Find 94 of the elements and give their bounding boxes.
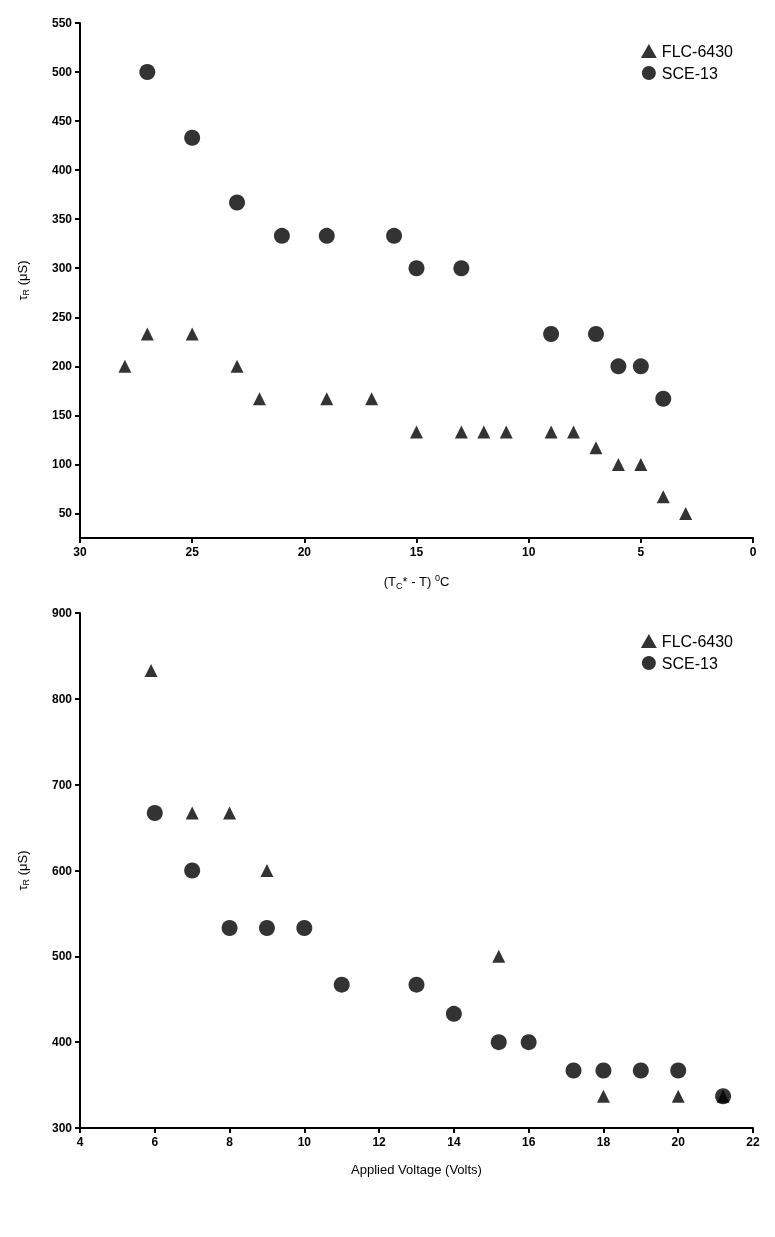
x-tick-label: 10	[297, 1135, 312, 1149]
x-tick-label: 25	[185, 545, 200, 559]
point	[184, 862, 201, 879]
y-tick-label: 300	[51, 261, 73, 276]
point	[144, 664, 158, 678]
point	[632, 1062, 649, 1079]
point	[453, 260, 470, 277]
point	[445, 1005, 462, 1022]
point	[185, 806, 199, 820]
point	[679, 506, 693, 520]
point	[589, 441, 603, 455]
point	[221, 920, 238, 936]
y-tick-label: 450	[51, 114, 73, 129]
y-tick-label: 400	[51, 1035, 73, 1050]
point	[520, 1034, 537, 1051]
y-tick-label: 900	[51, 606, 73, 620]
point	[595, 1062, 612, 1079]
y-axis-title: τR (μS)	[15, 260, 31, 301]
point	[386, 227, 403, 244]
x-tick-label: 15	[409, 545, 424, 559]
point	[146, 805, 163, 821]
point	[273, 227, 290, 244]
point	[544, 425, 558, 439]
point	[139, 64, 156, 81]
x-tick-label: 12	[372, 1135, 387, 1149]
x-tick-label: 20	[297, 545, 312, 559]
point	[258, 920, 275, 936]
point	[408, 260, 425, 277]
point	[632, 358, 649, 375]
x-tick-label: 4	[76, 1135, 84, 1149]
point	[656, 490, 670, 504]
x-tick-label: 16	[521, 1135, 536, 1149]
point	[408, 976, 425, 993]
point	[565, 1062, 582, 1079]
y-tick-label: 600	[51, 863, 73, 878]
point	[567, 425, 581, 439]
y-tick-label: 500	[51, 949, 73, 964]
y-tick-label: 100	[51, 457, 73, 472]
point	[260, 864, 274, 877]
x-tick-label: 0	[749, 545, 757, 559]
point	[671, 1089, 685, 1103]
y-tick-label: 300	[51, 1121, 73, 1135]
x-axis-title: Applied Voltage (Volts)	[351, 1162, 482, 1177]
point	[365, 392, 379, 406]
point	[670, 1062, 687, 1079]
point	[229, 194, 246, 211]
point	[655, 390, 672, 407]
y-tick-label: 500	[51, 65, 73, 80]
y-axis-title: τR (μS)	[15, 850, 31, 891]
point	[230, 359, 244, 373]
x-tick-label: 22	[746, 1135, 760, 1149]
point	[477, 425, 491, 439]
x-tick-label: 18	[596, 1135, 611, 1149]
x-tick-label: 14	[447, 1135, 461, 1149]
point	[587, 325, 604, 342]
y-tick-label: 50	[58, 506, 73, 521]
x-tick-label: 20	[671, 1135, 686, 1149]
point	[410, 425, 423, 439]
legend-label: SCE-13	[661, 64, 718, 82]
point	[596, 1089, 610, 1103]
y-tick-label: 400	[51, 163, 73, 178]
y-tick-label: 200	[51, 359, 73, 374]
y-tick-label: 550	[51, 16, 73, 30]
point	[490, 1034, 507, 1051]
y-tick-label: 350	[51, 212, 73, 227]
y-tick-label: 800	[51, 691, 73, 706]
legend-label: FLC-6430	[661, 42, 734, 60]
point	[499, 425, 513, 439]
point	[492, 949, 506, 963]
legend-label: FLC-6430	[661, 632, 734, 650]
x-tick-label: 30	[73, 545, 87, 559]
point	[454, 425, 468, 439]
point	[140, 327, 154, 341]
point	[296, 920, 313, 936]
y-tick-label: 700	[51, 777, 73, 792]
y-tick-label: 150	[51, 408, 73, 423]
legend-label: SCE-13	[661, 654, 718, 672]
y-tick-label: 250	[51, 310, 73, 325]
x-tick-label: 8	[226, 1135, 234, 1149]
point	[318, 227, 335, 244]
point	[611, 457, 625, 471]
point	[184, 129, 201, 146]
x-tick-label: 10	[521, 545, 536, 559]
x-tick-label: 6	[151, 1135, 159, 1149]
point	[634, 457, 648, 471]
point	[118, 359, 132, 373]
x-tick-label: 5	[637, 545, 645, 559]
point	[543, 325, 560, 342]
point	[252, 392, 266, 406]
point	[185, 327, 199, 341]
point	[223, 806, 237, 820]
point	[610, 358, 627, 375]
point	[320, 392, 334, 406]
point	[333, 976, 350, 993]
